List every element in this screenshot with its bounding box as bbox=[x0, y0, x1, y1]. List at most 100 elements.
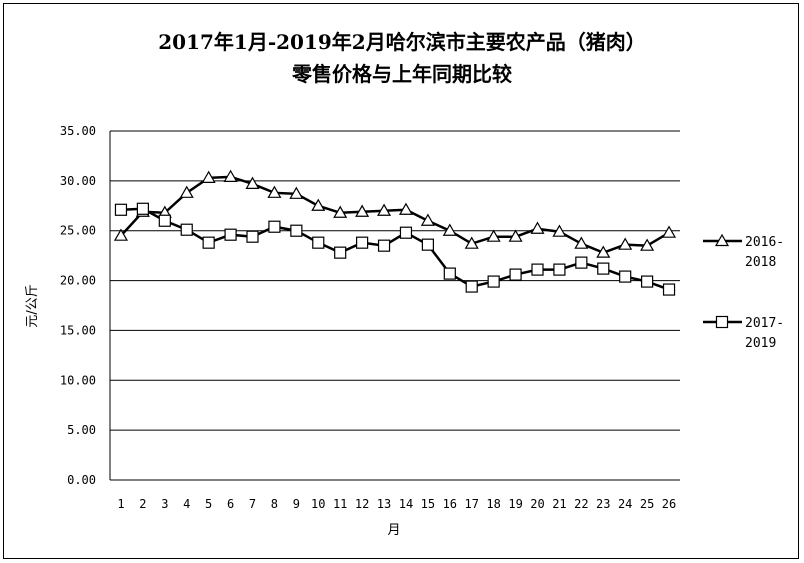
data-point-square bbox=[662, 283, 676, 296]
data-point-square bbox=[268, 220, 281, 233]
legend-label-line-1: 2016- bbox=[745, 235, 784, 250]
x-tick-label: 11 bbox=[333, 497, 347, 511]
data-point-triangle bbox=[398, 202, 413, 215]
x-tick-label: 2 bbox=[139, 497, 146, 511]
x-tick-label: 17 bbox=[465, 497, 479, 511]
data-point-square bbox=[158, 214, 171, 227]
x-tick-label: 16 bbox=[443, 497, 457, 511]
data-point-triangle bbox=[377, 203, 392, 216]
y-tick-label: 10.00 bbox=[60, 373, 96, 387]
x-axis-ticks: 1 2 3 4 5 6 7 8 9 10 11 12 13 14 15 16 17 18 19 20 21 22 23 24 2… bbox=[117, 497, 676, 511]
x-tick-label: 19 bbox=[508, 497, 522, 511]
data-point-square bbox=[312, 236, 325, 249]
data-point-triangle bbox=[289, 186, 304, 199]
data-point-square bbox=[136, 202, 149, 215]
data-point-triangle bbox=[355, 204, 370, 217]
data-point-triangle bbox=[223, 169, 238, 182]
data-point-triangle bbox=[552, 224, 567, 237]
data-point-triangle bbox=[311, 198, 326, 211]
data-point-square bbox=[180, 223, 193, 236]
data-point-square bbox=[487, 275, 500, 288]
series-triangle bbox=[113, 169, 677, 258]
data-point-triangle bbox=[618, 237, 633, 250]
data-point-square bbox=[334, 246, 347, 259]
data-point-triangle bbox=[245, 176, 260, 189]
data-point-square bbox=[399, 226, 413, 239]
data-point-square bbox=[553, 263, 566, 276]
x-tick-label: 4 bbox=[183, 497, 190, 511]
data-point-square bbox=[246, 230, 259, 243]
data-point-triangle bbox=[179, 185, 194, 198]
data-point-square bbox=[465, 280, 478, 293]
data-point-triangle bbox=[486, 229, 501, 242]
data-point-triangle bbox=[201, 170, 216, 183]
x-tick-label: 23 bbox=[596, 497, 610, 511]
data-point-square bbox=[202, 236, 215, 249]
gridlines bbox=[109, 130, 680, 481]
data-point-square bbox=[377, 239, 391, 252]
data-point-square bbox=[224, 228, 237, 241]
series-line-square bbox=[120, 207, 670, 291]
data-point-square bbox=[443, 267, 456, 280]
legend-label-line-2: 2019 bbox=[745, 336, 776, 351]
x-tick-label: 18 bbox=[486, 497, 500, 511]
chart-title-line-2: 零售价格与上年同期比较 bbox=[292, 62, 512, 86]
data-point-triangle bbox=[113, 228, 128, 241]
x-tick-label: 6 bbox=[227, 497, 234, 511]
x-axis-label: 月 bbox=[387, 523, 400, 538]
data-point-square bbox=[356, 236, 369, 249]
y-tick-label: 30.00 bbox=[60, 174, 96, 188]
x-tick-label: 26 bbox=[662, 497, 676, 511]
x-tick-label: 1 bbox=[117, 497, 124, 511]
data-point-triangle bbox=[574, 236, 589, 249]
x-tick-label: 10 bbox=[311, 497, 325, 511]
data-point-triangle bbox=[442, 223, 457, 236]
x-tick-label: 5 bbox=[205, 497, 212, 511]
legend-label-line-1: 2017- bbox=[745, 316, 784, 331]
data-point-square bbox=[114, 203, 128, 216]
data-point-triangle bbox=[267, 185, 282, 198]
chart-title-line-1: 2017年1月-2019年2月哈尔滨市主要农产品（猪肉） bbox=[158, 30, 646, 54]
data-point-square bbox=[290, 224, 303, 237]
y-axis-ticks: 0.00 5.00 10.00 15.00 20.00 25.00 30.00 35.00 bbox=[60, 124, 96, 487]
y-tick-label: 35.00 bbox=[60, 124, 96, 138]
data-point-square bbox=[509, 268, 522, 281]
data-point-square bbox=[421, 238, 434, 251]
y-tick-label: 15.00 bbox=[60, 323, 96, 337]
series-square bbox=[114, 202, 676, 296]
x-tick-label: 8 bbox=[271, 497, 278, 511]
data-point-triangle bbox=[640, 238, 655, 251]
data-point-triangle bbox=[508, 229, 523, 242]
x-tick-label: 12 bbox=[355, 497, 369, 511]
y-tick-label: 20.00 bbox=[60, 274, 96, 288]
legend: 2016- 2018 2017- 2019 bbox=[703, 233, 784, 351]
data-point-square bbox=[641, 275, 654, 288]
data-point-triangle bbox=[530, 221, 545, 234]
y-tick-label: 0.00 bbox=[67, 473, 96, 487]
legend-label-line-2: 2018 bbox=[745, 255, 776, 270]
data-point-triangle bbox=[420, 213, 435, 226]
x-tick-label: 14 bbox=[399, 497, 413, 511]
y-tick-label: 5.00 bbox=[67, 423, 96, 437]
legend-marker-square bbox=[715, 315, 729, 329]
data-point-square bbox=[619, 270, 632, 283]
x-tick-label: 9 bbox=[293, 497, 300, 511]
data-point-triangle bbox=[596, 245, 611, 258]
data-point-square bbox=[531, 263, 544, 276]
data-point-square bbox=[597, 262, 610, 275]
x-tick-label: 25 bbox=[640, 497, 654, 511]
y-tick-label: 25.00 bbox=[60, 224, 96, 238]
x-tick-label: 20 bbox=[530, 497, 544, 511]
x-tick-label: 24 bbox=[618, 497, 632, 511]
x-tick-label: 13 bbox=[377, 497, 391, 511]
data-point-triangle bbox=[333, 205, 348, 218]
x-tick-label: 15 bbox=[421, 497, 435, 511]
x-tick-label: 21 bbox=[552, 497, 566, 511]
series-group bbox=[113, 169, 677, 296]
x-tick-label: 3 bbox=[161, 497, 168, 511]
x-tick-label: 7 bbox=[249, 497, 256, 511]
data-point-triangle bbox=[662, 225, 677, 238]
data-point-triangle bbox=[464, 236, 479, 249]
x-tick-label: 22 bbox=[574, 497, 588, 511]
